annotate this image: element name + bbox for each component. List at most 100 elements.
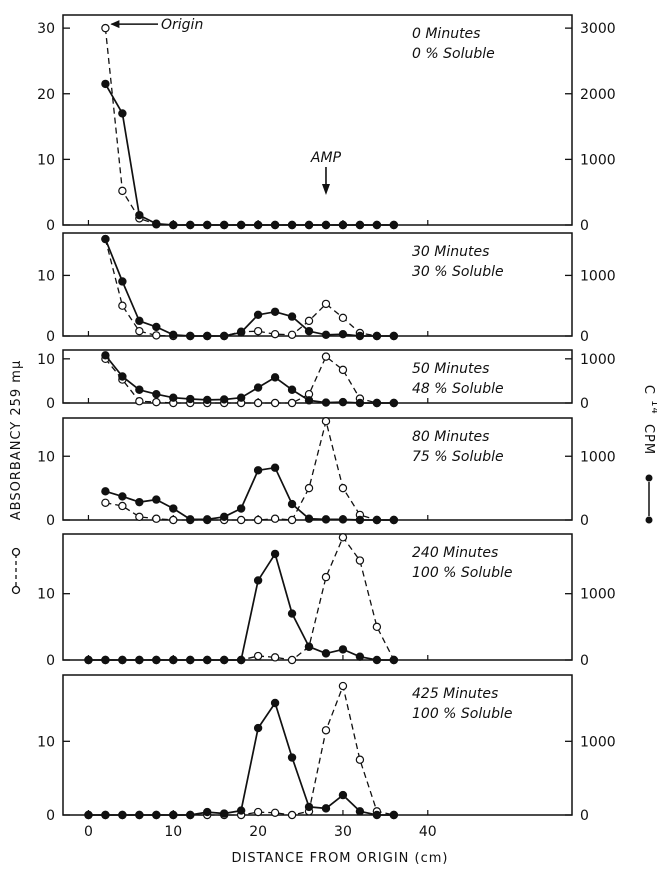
absorbancy-line bbox=[104, 238, 394, 337]
cpm-point bbox=[372, 220, 382, 230]
cpm-point bbox=[270, 549, 280, 559]
amp-label: AMP bbox=[310, 150, 342, 166]
right-tick-label: 0 bbox=[580, 218, 589, 234]
cpm-line bbox=[88, 553, 394, 661]
x-axis-title: DISTANCE FROM ORIGIN (cm) bbox=[232, 851, 449, 866]
cpm-point bbox=[169, 504, 178, 513]
cpm-point bbox=[203, 655, 212, 665]
panel-time-label: 425 Minutes bbox=[412, 686, 498, 702]
panel-frame bbox=[62, 232, 573, 337]
x-axis: 0 10 20 30 40 bbox=[84, 824, 437, 840]
cpm-point bbox=[304, 514, 314, 523]
left-tick-label: 0 bbox=[46, 396, 55, 412]
right-tick-label: 1000 bbox=[580, 587, 616, 603]
absorbancy-line bbox=[88, 536, 395, 661]
right-tick-label: 1000 bbox=[580, 449, 616, 465]
absorbancy-point bbox=[321, 726, 331, 735]
left-tick-label: 0 bbox=[46, 808, 55, 824]
panel-frame bbox=[62, 417, 573, 521]
cpm-line bbox=[104, 354, 394, 404]
right-axis-legend-marker bbox=[645, 474, 653, 524]
left-tick-label: 10 bbox=[37, 587, 55, 603]
cpm-point bbox=[84, 655, 93, 665]
right-axis-title-group: C 14 CPM bbox=[641, 385, 657, 455]
cpm-point bbox=[152, 810, 161, 820]
absorbancy-point bbox=[253, 398, 263, 408]
cpm-point bbox=[152, 389, 161, 399]
cpm-point bbox=[203, 807, 212, 817]
cpm-point bbox=[304, 220, 314, 230]
cpm-point bbox=[101, 487, 110, 496]
cpm-point bbox=[236, 328, 246, 337]
absorbancy-point bbox=[372, 622, 382, 632]
absorbancy-point bbox=[270, 398, 280, 408]
cpm-point bbox=[253, 723, 263, 733]
panel-time-label: 30 Minutes bbox=[412, 244, 489, 260]
right-tick-label: 0 bbox=[580, 653, 589, 669]
panel-soluble-label: 75 % Soluble bbox=[412, 449, 504, 465]
cpm-point bbox=[321, 220, 331, 230]
panel-time-label: 0 Minutes bbox=[412, 26, 480, 42]
absorbancy-point bbox=[338, 681, 348, 691]
cpm-point bbox=[186, 220, 195, 230]
cpm-point bbox=[135, 316, 144, 326]
absorbancy-point bbox=[101, 23, 110, 33]
cpm-point bbox=[203, 331, 212, 341]
cpm-point bbox=[169, 330, 178, 339]
absorbancy-point bbox=[253, 515, 263, 525]
absorbancy-point bbox=[253, 326, 263, 336]
x-tick-label: 40 bbox=[419, 824, 437, 840]
cpm-point bbox=[270, 698, 280, 708]
cpm-point bbox=[186, 331, 195, 341]
cpm-point bbox=[236, 806, 246, 815]
x-tick-label: 20 bbox=[249, 824, 267, 840]
cpm-line bbox=[88, 702, 394, 816]
cpm-point bbox=[186, 655, 195, 665]
right-tick-label: 0 bbox=[580, 396, 589, 412]
panel-2: 0 10 0 1000 50 Minutes 48 % Soluble bbox=[37, 349, 616, 412]
panel-frame bbox=[62, 533, 573, 661]
cpm-point bbox=[236, 393, 246, 402]
absorbancy-point bbox=[253, 807, 263, 817]
cpm-point bbox=[101, 79, 110, 89]
panel-frame bbox=[62, 14, 573, 226]
left-tick-label: 30 bbox=[37, 21, 55, 37]
panel-soluble-label: 30 % Soluble bbox=[412, 264, 504, 280]
left-tick-label: 0 bbox=[46, 653, 55, 669]
panel-soluble-label: 100 % Soluble bbox=[412, 565, 513, 581]
absorbancy-point bbox=[270, 514, 280, 523]
cpm-point bbox=[270, 373, 280, 382]
cpm-point bbox=[372, 515, 382, 525]
cpm-point bbox=[372, 398, 382, 408]
cpm-point bbox=[135, 655, 144, 665]
cpm-point bbox=[287, 312, 297, 321]
panel-frame bbox=[62, 349, 573, 404]
absorbancy-point bbox=[287, 398, 297, 408]
right-axis-title-sup: 14 bbox=[649, 400, 657, 415]
cpm-point bbox=[389, 220, 399, 230]
cpm-point bbox=[372, 810, 382, 820]
absorbancy-point bbox=[135, 397, 144, 406]
absorbancy-line bbox=[105, 420, 394, 521]
cpm-point bbox=[84, 810, 93, 820]
cpm-point bbox=[236, 655, 246, 665]
absorbancy-point bbox=[135, 512, 144, 522]
cpm-point bbox=[186, 394, 195, 404]
absorbancy-point bbox=[152, 397, 161, 407]
absorbancy-point bbox=[118, 501, 127, 511]
right-axis-title: C 14 CPM bbox=[641, 385, 657, 455]
absorbancy-point bbox=[118, 186, 127, 196]
cpm-point bbox=[389, 810, 399, 820]
cpm-point bbox=[338, 329, 348, 339]
cpm-point bbox=[152, 655, 161, 665]
left-tick-label: 20 bbox=[37, 87, 55, 103]
panel-soluble-label: 100 % Soluble bbox=[412, 706, 513, 722]
left-tick-label: 10 bbox=[37, 449, 55, 465]
absorbancy-point bbox=[118, 301, 127, 310]
cpm-point bbox=[355, 515, 365, 525]
absorbancy-point bbox=[321, 299, 331, 309]
cpm-point bbox=[118, 492, 127, 501]
right-tick-label: 3000 bbox=[580, 21, 616, 37]
